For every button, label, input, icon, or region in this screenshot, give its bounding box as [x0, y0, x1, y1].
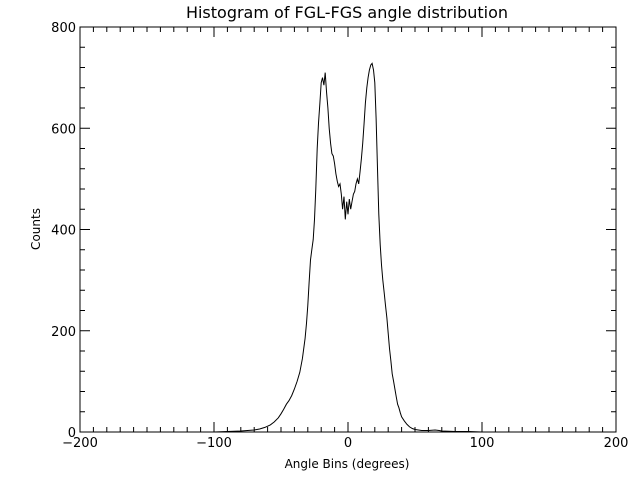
x-axis-label: Angle Bins (degrees): [285, 457, 410, 471]
y-tick-labels: 0 200 400 600 800: [51, 21, 76, 441]
axis-ticks: [79, 26, 617, 433]
chart-title: Histogram of FGL-FGS angle distribution: [186, 3, 508, 22]
plot-frame: [79, 26, 617, 433]
y-tick-label: 0: [68, 426, 76, 441]
y-axis-label: Counts: [29, 208, 43, 250]
x-tick-labels: −200 −100 0 100 200: [62, 436, 628, 451]
x-tick-label: 100: [470, 436, 495, 451]
x-tick-label: −100: [196, 436, 232, 451]
x-tick-label: 200: [604, 436, 629, 451]
y-tick-label: 400: [51, 224, 76, 239]
y-tick-label: 200: [51, 325, 76, 340]
x-tick-label: 0: [344, 436, 352, 451]
y-tick-label: 600: [51, 122, 76, 137]
y-tick-label: 800: [51, 21, 76, 36]
series-line: [80, 62, 616, 433]
x-tick-label: −200: [62, 436, 98, 451]
